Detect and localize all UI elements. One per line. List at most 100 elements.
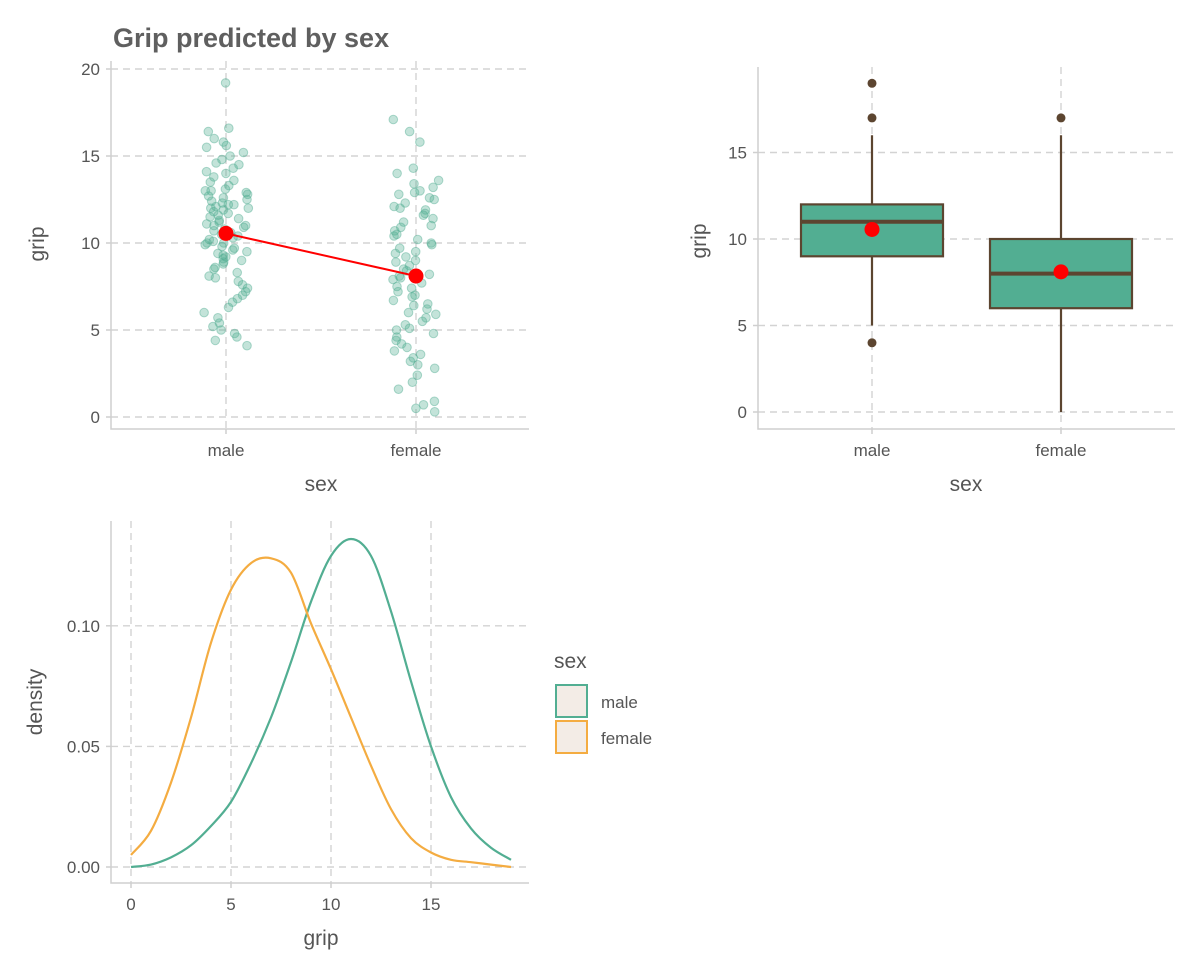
data-point xyxy=(200,239,210,250)
data-point xyxy=(217,241,227,252)
data-point xyxy=(213,313,223,323)
boxplot-axes: 0 5 10 15 male female xyxy=(728,67,1175,460)
data-point xyxy=(238,147,249,158)
data-point xyxy=(388,114,399,125)
data-point xyxy=(201,166,212,177)
axis-line xyxy=(757,67,1175,430)
data-point xyxy=(238,222,249,233)
mean-point xyxy=(1053,264,1069,280)
mean-point xyxy=(408,268,424,284)
data-point xyxy=(428,213,438,224)
x-axis-title: sex xyxy=(950,473,983,496)
y-tick-label: 0 xyxy=(738,403,747,422)
data-point xyxy=(403,307,414,318)
y-tick-label: 0.00 xyxy=(67,858,100,877)
data-point xyxy=(420,208,430,219)
data-point xyxy=(232,267,242,278)
data-point xyxy=(428,328,439,339)
data-point xyxy=(393,384,404,395)
data-point xyxy=(402,342,412,353)
data-point xyxy=(392,281,402,292)
data-point xyxy=(214,318,225,328)
data-point xyxy=(233,213,244,224)
data-point xyxy=(393,286,403,297)
y-axis-title: grip xyxy=(26,226,49,261)
data-point xyxy=(422,304,432,314)
data-point xyxy=(210,273,221,283)
data-point xyxy=(205,212,215,222)
x-tick-label: 15 xyxy=(422,895,441,914)
data-point xyxy=(404,323,415,334)
y-axis-title: grip xyxy=(688,223,711,258)
outlier-point xyxy=(867,113,877,123)
data-point xyxy=(228,163,238,173)
data-point xyxy=(201,142,212,153)
y-tick-label: 15 xyxy=(81,147,100,166)
y-tick-label: 0 xyxy=(91,408,100,427)
data-point xyxy=(408,353,419,363)
data-point xyxy=(389,201,399,212)
data-point xyxy=(407,377,418,388)
legend: sex male female xyxy=(554,650,652,754)
data-point xyxy=(396,339,407,349)
data-point xyxy=(213,210,223,220)
mean-point xyxy=(218,225,234,241)
data-point xyxy=(431,309,441,320)
outlier-point xyxy=(867,338,877,348)
data-point xyxy=(412,370,423,381)
data-point xyxy=(211,201,221,212)
data-point xyxy=(415,349,426,360)
density-line-female xyxy=(130,556,512,869)
jitter-plot-grid xyxy=(111,61,529,429)
data-point xyxy=(391,257,401,267)
data-point xyxy=(233,276,244,287)
data-point xyxy=(209,220,219,231)
data-point xyxy=(200,186,211,196)
y-tick-label: 5 xyxy=(91,321,100,340)
data-point xyxy=(232,332,242,342)
data-point xyxy=(242,340,252,351)
mean-point xyxy=(864,221,880,237)
data-point xyxy=(242,189,253,200)
data-point xyxy=(421,313,431,323)
data-point xyxy=(417,316,428,327)
data-point xyxy=(234,159,244,170)
data-point xyxy=(394,243,405,253)
data-point xyxy=(216,325,226,335)
data-point xyxy=(232,293,243,304)
data-point xyxy=(221,252,231,262)
data-point xyxy=(415,186,425,196)
data-point xyxy=(407,292,417,302)
data-point xyxy=(220,184,231,194)
density-panel: 0.00 0.05 0.10 0 5 10 15 grip density sex male… xyxy=(24,521,652,950)
data-point xyxy=(427,239,437,250)
data-point xyxy=(228,245,238,255)
data-point xyxy=(242,246,252,257)
data-point xyxy=(218,193,229,203)
data-point xyxy=(218,250,228,260)
density-lines xyxy=(130,537,512,869)
data-point xyxy=(411,403,421,414)
legend-key-female xyxy=(555,720,588,754)
data-point xyxy=(203,126,214,137)
data-point xyxy=(218,205,229,215)
legend-key-male xyxy=(555,684,588,718)
data-point xyxy=(218,253,228,264)
data-point xyxy=(209,264,219,274)
jitter-plot-points xyxy=(199,78,444,417)
data-point xyxy=(424,193,435,203)
data-point xyxy=(210,262,220,273)
data-point xyxy=(388,274,398,285)
data-point xyxy=(209,172,219,182)
density-line-male xyxy=(130,537,512,869)
x-tick-label: male xyxy=(854,441,891,460)
data-point xyxy=(217,198,228,208)
data-point xyxy=(213,248,223,259)
y-tick-label: 10 xyxy=(81,234,100,253)
data-point xyxy=(208,206,219,217)
data-point xyxy=(418,210,429,220)
data-point xyxy=(404,260,415,271)
data-point xyxy=(426,238,437,248)
data-point xyxy=(206,196,217,206)
